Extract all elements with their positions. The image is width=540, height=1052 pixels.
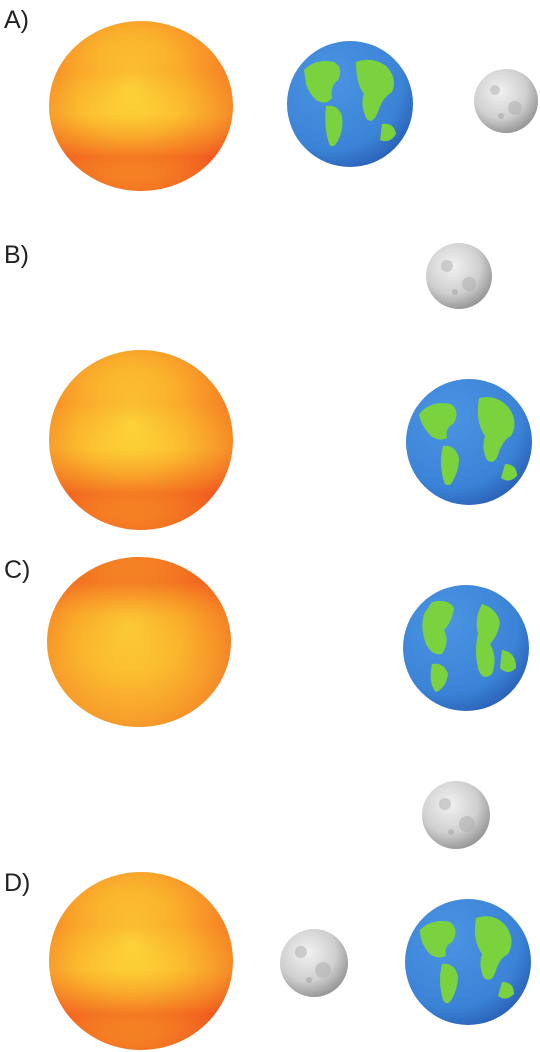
option-label-b: B) bbox=[4, 241, 29, 269]
moon-icon bbox=[422, 781, 490, 849]
option-label-c: C) bbox=[4, 556, 31, 584]
moon-icon bbox=[474, 69, 538, 133]
moon-icon bbox=[426, 243, 492, 309]
option-label-d: D) bbox=[4, 869, 31, 897]
earth-icon bbox=[403, 585, 529, 711]
moon-icon bbox=[280, 929, 348, 997]
sun-icon bbox=[47, 557, 231, 727]
earth-icon bbox=[287, 41, 413, 167]
sun-icon bbox=[49, 21, 233, 191]
earth-icon bbox=[406, 379, 532, 505]
option-label-a: A) bbox=[4, 6, 29, 34]
sun-icon bbox=[49, 350, 233, 530]
earth-icon bbox=[405, 899, 531, 1025]
sun-icon bbox=[49, 872, 233, 1050]
